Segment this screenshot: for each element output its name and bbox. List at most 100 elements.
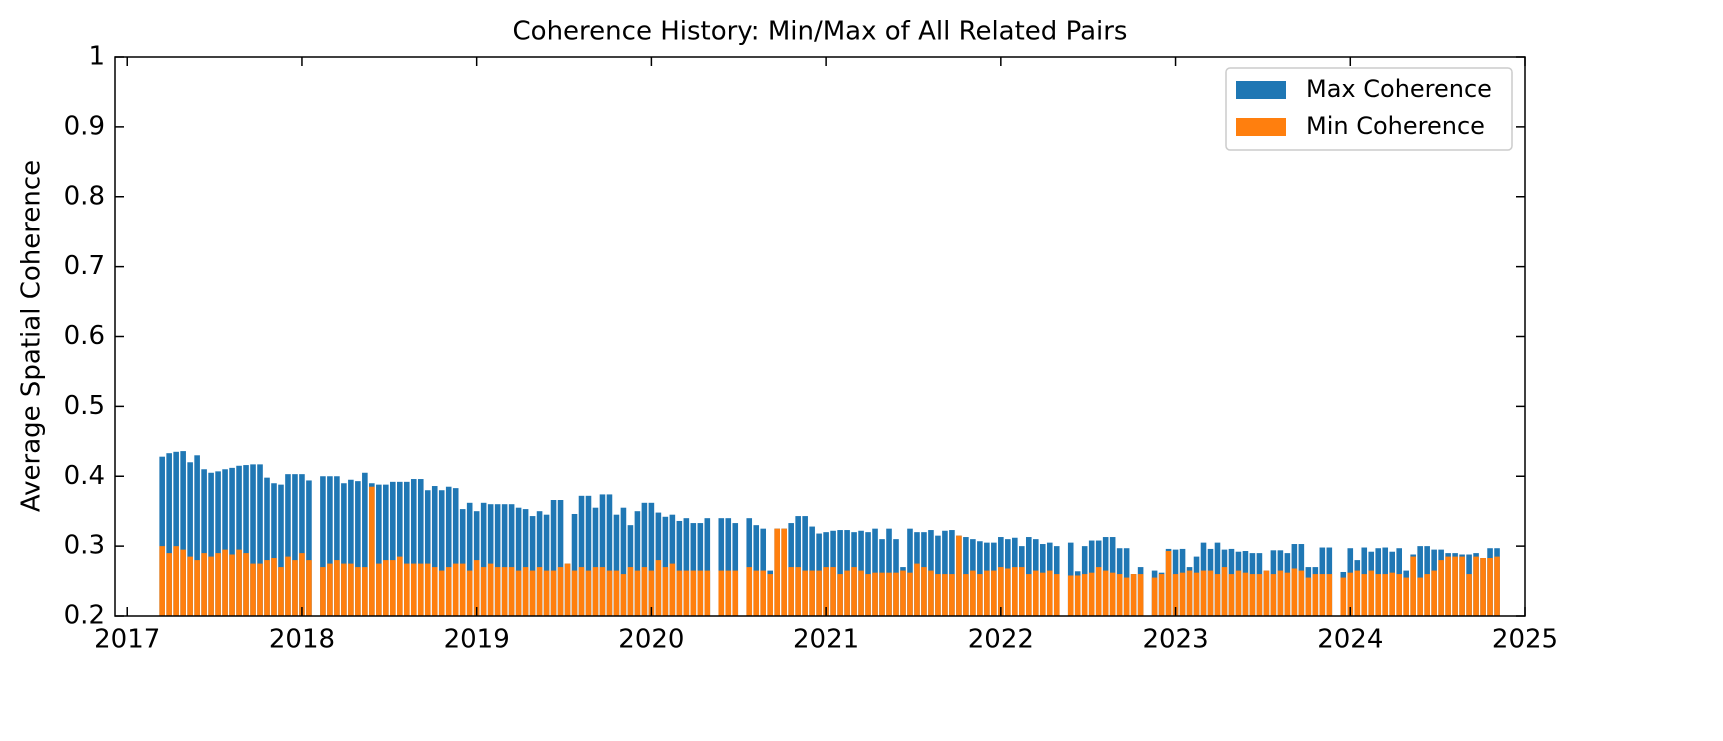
bar: [578, 567, 585, 616]
bar: [648, 502, 655, 616]
bar: [194, 560, 200, 616]
bar: [201, 469, 207, 616]
bar: [438, 570, 445, 616]
x-tick-label: 2022: [968, 625, 1034, 655]
bar: [1487, 558, 1493, 616]
bar: [991, 570, 997, 616]
x-tick-label: 2019: [444, 625, 510, 655]
x-tick-label: 2017: [94, 625, 160, 655]
bar: [697, 570, 704, 616]
bar: [1012, 567, 1018, 616]
chart-title: Coherence History: Min/Max of All Relate…: [513, 17, 1128, 47]
bar: [949, 574, 955, 616]
bar: [1375, 574, 1382, 616]
bar: [1228, 574, 1235, 616]
bar: [536, 567, 543, 616]
bar: [362, 472, 368, 616]
bar: [851, 567, 857, 616]
bar: [390, 481, 396, 616]
bar: [243, 553, 249, 616]
bar: [704, 518, 711, 616]
bar: [327, 476, 333, 616]
bar: [585, 495, 592, 616]
bar: [403, 563, 410, 616]
y-tick-label: 0.7: [64, 251, 105, 281]
bar: [557, 567, 564, 616]
bar: [1382, 574, 1389, 616]
bar: [180, 549, 186, 616]
bar: [753, 570, 760, 616]
bar: [1221, 567, 1228, 616]
bar: [236, 465, 242, 616]
bar: [1312, 574, 1319, 616]
bar: [257, 464, 263, 616]
bar: [1396, 574, 1402, 616]
bar: [1494, 556, 1500, 616]
legend-swatch: [1236, 118, 1286, 136]
bar: [1340, 577, 1347, 616]
bar: [1158, 574, 1165, 616]
bar: [424, 490, 431, 616]
bar: [334, 476, 340, 616]
bar: [550, 570, 557, 616]
bar: [529, 516, 536, 616]
bar: [355, 567, 361, 616]
bar: [459, 563, 466, 616]
bar: [362, 567, 368, 616]
bar: [1130, 574, 1137, 616]
bar: [634, 570, 641, 616]
bar: [557, 500, 564, 616]
bar: [837, 574, 843, 616]
bar: [369, 486, 375, 616]
bar: [383, 484, 389, 616]
bar: [1424, 574, 1430, 616]
bar: [1417, 577, 1423, 616]
bar: [348, 563, 354, 616]
x-tick-label: 2025: [1492, 625, 1558, 655]
bar: [725, 518, 732, 616]
y-tick-label: 0.6: [64, 321, 105, 351]
bar: [641, 567, 648, 616]
bar: [508, 504, 515, 616]
y-tick-label: 0.3: [64, 531, 105, 561]
bar: [410, 479, 417, 616]
bar: [718, 570, 725, 616]
bar: [431, 486, 438, 616]
bar: [376, 484, 382, 616]
bar: [522, 567, 529, 616]
bar: [403, 481, 410, 616]
bar: [236, 549, 242, 616]
bar: [732, 523, 739, 616]
bar: [585, 570, 592, 616]
bar: [627, 567, 634, 616]
bar: [760, 570, 767, 616]
bar: [348, 479, 354, 616]
bar: [788, 567, 794, 616]
bar: [550, 500, 557, 616]
bar: [250, 563, 256, 616]
bar: [725, 570, 732, 616]
bar: [536, 511, 543, 616]
bar: [977, 574, 983, 616]
bar: [1032, 570, 1039, 616]
bar: [494, 504, 501, 616]
bar: [1123, 577, 1130, 616]
bar: [683, 570, 690, 616]
bar: [942, 574, 948, 616]
bar: [1179, 572, 1186, 616]
bar: [781, 528, 787, 616]
bar: [306, 480, 312, 616]
bar: [424, 563, 431, 616]
bar: [571, 513, 578, 616]
bar: [690, 523, 697, 616]
bar: [599, 494, 606, 616]
bar: [522, 509, 529, 616]
bar: [208, 556, 214, 616]
bar: [1466, 574, 1472, 616]
bar: [1214, 574, 1221, 616]
bar: [1361, 574, 1368, 616]
bar: [278, 567, 284, 616]
bar: [271, 558, 277, 616]
bar: [159, 456, 165, 616]
bar: [543, 570, 550, 616]
